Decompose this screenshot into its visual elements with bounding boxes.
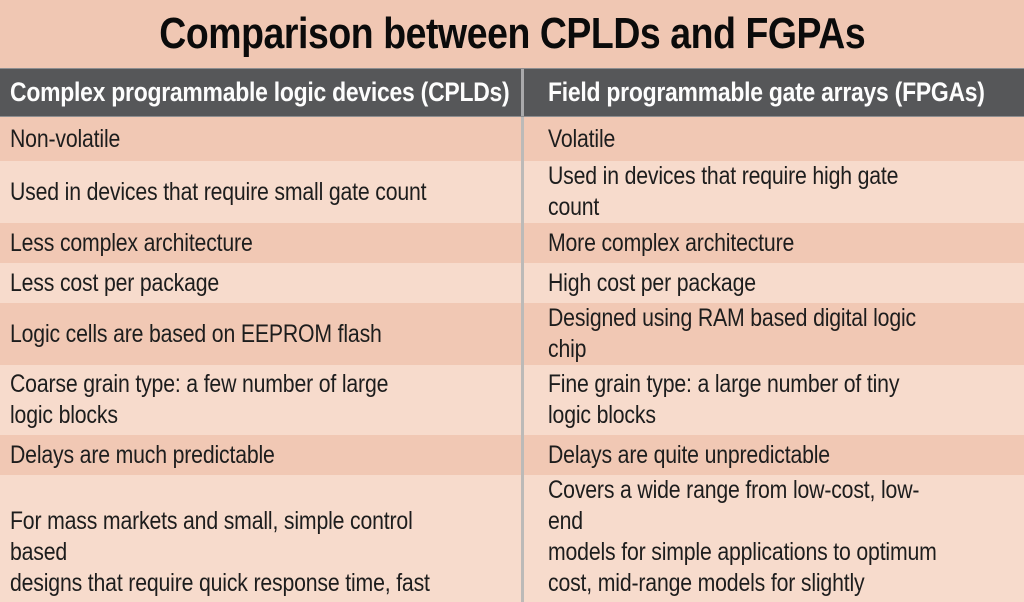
cpld-cell: Coarse grain type: a few number of large…: [0, 365, 521, 435]
cpld-cell: Less complex architecture: [0, 223, 521, 263]
cpld-cell-text: Delays are much predictable: [10, 440, 275, 469]
fpga-cell-text: Covers a wide range from low-cost, low-e…: [548, 476, 937, 602]
fpga-cell-text: Designed using RAM based digital logic c…: [548, 304, 916, 363]
fpga-cell-text: High cost per package: [548, 268, 756, 297]
cpld-cell-text: Less cost per package: [10, 268, 220, 297]
cpld-cell: Less cost per package: [0, 263, 521, 303]
header-label-fpgas: Field programmable gate arrays (FPGAs): [548, 77, 985, 107]
fpga-cell: High cost per package: [521, 263, 1024, 303]
fpga-cell: Designed using RAM based digital logic c…: [521, 303, 1024, 365]
title-band: Comparison between CPLDs and FGPAs: [0, 0, 1024, 68]
header-label-cplds: Complex programmable logic devices (CPLD…: [10, 77, 510, 107]
fpga-cell: Delays are quite unpredictable: [521, 435, 1024, 475]
fpga-cell-text: Fine grain type: a large number of tiny …: [548, 370, 900, 429]
cpld-cell: Non-volatile: [0, 117, 521, 161]
fpga-cell-text: Used in devices that require high gate c…: [548, 162, 899, 221]
page-title: Comparison between CPLDs and FGPAs: [159, 9, 865, 58]
header-cell-fpgas: Field programmable gate arrays (FPGAs): [521, 69, 1024, 116]
fpga-cell: Volatile: [521, 117, 1024, 161]
fpga-cell-text: Delays are quite unpredictable: [548, 440, 830, 469]
fpga-cell: Covers a wide range from low-cost, low-e…: [521, 475, 1024, 602]
fpga-cell: Fine grain type: a large number of tiny …: [521, 365, 1024, 435]
table-header-row: Complex programmable logic devices (CPLD…: [0, 68, 1024, 117]
cpld-cell-text: Less complex architecture: [10, 228, 253, 257]
cpld-cell-text: Used in devices that require small gate …: [10, 177, 427, 206]
cpld-cell: Used in devices that require small gate …: [0, 161, 521, 223]
cpld-cell-text: Coarse grain type: a few number of large…: [10, 370, 389, 429]
cpld-cell: For mass markets and small, simple contr…: [0, 475, 521, 602]
cpld-cell-text: Logic cells are based on EEPROM flash: [10, 319, 382, 348]
cpld-cell: Delays are much predictable: [0, 435, 521, 475]
table-row: Coarse grain type: a few number of large…: [0, 365, 1024, 435]
table-row: Used in devices that require small gate …: [0, 161, 1024, 223]
table-row: For mass markets and small, simple contr…: [0, 475, 1024, 602]
table-row: Logic cells are based on EEPROM flash De…: [0, 303, 1024, 365]
fpga-cell: More complex architecture: [521, 223, 1024, 263]
fpga-cell-text: More complex architecture: [548, 228, 795, 257]
cpld-cell: Logic cells are based on EEPROM flash: [0, 303, 521, 365]
cpld-cell-text: Non-volatile: [10, 124, 121, 153]
fpga-cell-text: Volatile: [548, 124, 616, 153]
table-row: Delays are much predictable Delays are q…: [0, 435, 1024, 475]
header-cell-cplds: Complex programmable logic devices (CPLD…: [0, 69, 521, 116]
table-row: Less cost per package High cost per pack…: [0, 263, 1024, 303]
table-row: Less complex architecture More complex a…: [0, 223, 1024, 263]
table-row: Non-volatile Volatile: [0, 117, 1024, 161]
cpld-cell-text: For mass markets and small, simple contr…: [10, 507, 430, 602]
table-body: Non-volatile Volatile Used in devices th…: [0, 117, 1024, 602]
fpga-cell: Used in devices that require high gate c…: [521, 161, 1024, 223]
comparison-table: Complex programmable logic devices (CPLD…: [0, 68, 1024, 602]
